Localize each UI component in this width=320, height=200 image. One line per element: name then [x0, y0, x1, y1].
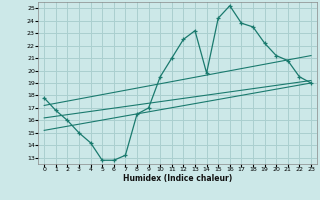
X-axis label: Humidex (Indice chaleur): Humidex (Indice chaleur)	[123, 174, 232, 183]
